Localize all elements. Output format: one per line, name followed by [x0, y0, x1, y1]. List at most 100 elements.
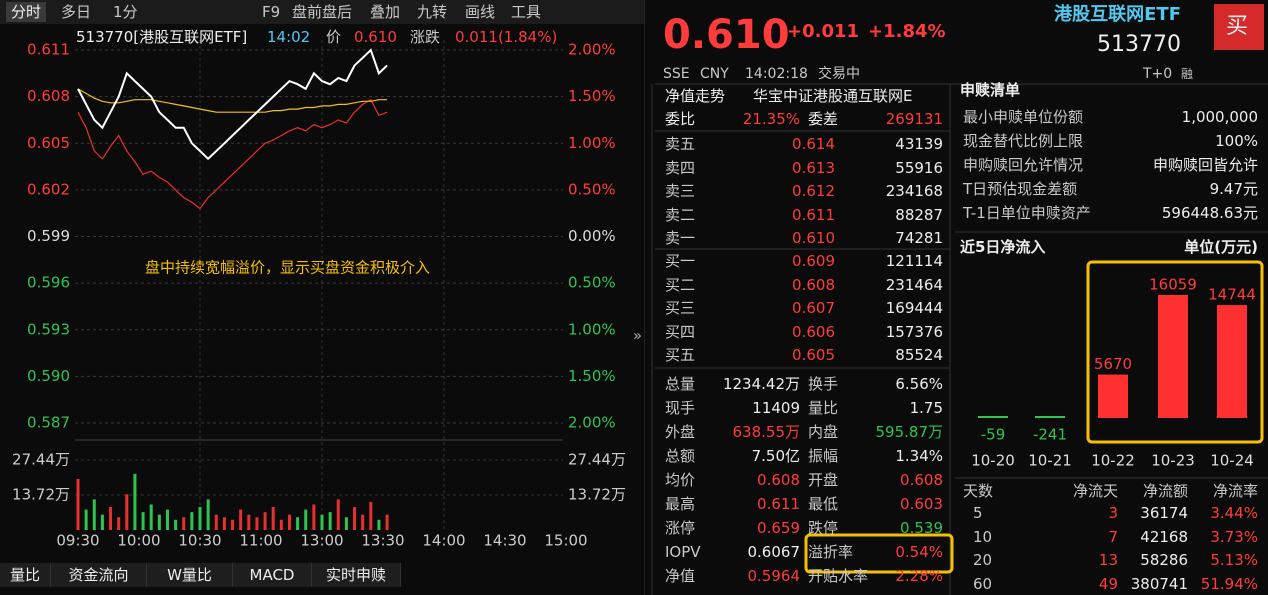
cr-label: 最小申赎单位份额 [963, 108, 1084, 126]
volume-bar [279, 519, 283, 530]
stat-value: 0.5964 [747, 567, 801, 585]
toolbar-button[interactable]: 工具 [511, 3, 542, 21]
level-label: 买五 [665, 346, 696, 365]
x-tick-label: 11:00 [239, 532, 282, 550]
table-cell: 20 [973, 551, 993, 569]
level-label: 卖二 [665, 205, 696, 224]
unit-label: 单位(万元) [1184, 238, 1258, 256]
cr-value: 申购赎回皆允许 [1152, 156, 1258, 174]
volume-bar [214, 514, 218, 530]
level-volume: 55916 [895, 158, 943, 177]
x-tick-label: 10:00 [117, 532, 160, 550]
stat-value: 0.603 [900, 495, 943, 513]
stat-value: 1234.42万 [722, 375, 800, 393]
x-tick-label: 13:30 [361, 532, 404, 550]
toolbar-button[interactable]: 叠加 [370, 3, 401, 21]
stat-value: 0.539 [900, 519, 943, 537]
volume-bar [165, 509, 169, 530]
stat-value: 0.6067 [747, 543, 801, 561]
volume-bar [320, 514, 324, 530]
y2-tick-label: 2.00% [568, 414, 616, 432]
volume-bar [109, 507, 113, 530]
y-tick-label: 0.590 [27, 367, 70, 385]
chart-header-change: 0.011(1.84%) [455, 28, 558, 46]
toolbar-tab[interactable]: 1分 [113, 3, 138, 21]
volume-bar [133, 473, 137, 530]
inflow-bar [1217, 305, 1247, 418]
bottom-tab[interactable]: MACD [233, 563, 312, 587]
volume-bar [328, 512, 332, 530]
table-cell: 380741 [1130, 574, 1188, 593]
toolbar-button[interactable]: F9 [262, 3, 281, 21]
table-cell: 49 [1098, 574, 1118, 593]
status: 14:02:18 [745, 66, 808, 82]
cr-value: 100% [1215, 132, 1258, 150]
y2-tick-label: 1.00% [568, 320, 616, 338]
volume-bar [312, 504, 316, 530]
level-volume: 85524 [895, 346, 943, 365]
section-title: 申赎清单 [960, 81, 1021, 99]
stat-value: 638.55万 [732, 423, 801, 441]
buy-button[interactable]: 买 [1226, 14, 1249, 39]
volume-bar [304, 509, 308, 530]
level-volume: 88287 [895, 205, 943, 224]
toolbar-tab[interactable]: 多日 [61, 3, 92, 21]
inflow-label: -59 [981, 426, 1006, 444]
collapse-arrow[interactable]: » [633, 327, 642, 345]
bottom-tab[interactable]: 资金流向 [51, 563, 147, 587]
volume-bar [84, 509, 88, 530]
cr-label: T日预估现金差额 [963, 180, 1078, 198]
inflow-date: 10-23 [1151, 452, 1195, 470]
toolbar-button[interactable]: 九转 [417, 3, 448, 21]
y2-tick-label: 0.50% [568, 180, 616, 198]
table-header: 净流天 [1072, 482, 1118, 500]
y-tick-label: 0.602 [27, 180, 70, 198]
inflow-label: -241 [1033, 426, 1067, 444]
volume-bar [271, 507, 275, 530]
level-price: 0.609 [792, 252, 835, 270]
y2-tick-label: 1.00% [568, 134, 616, 152]
order-ratio: 269131 [885, 110, 943, 128]
stat-label: 换手 [808, 375, 839, 393]
volume-bar [182, 517, 186, 530]
stat-label: 涨停 [665, 519, 696, 537]
bottom-tab[interactable]: 量比 [0, 563, 51, 587]
chart-header-price: 0.610 [354, 28, 397, 46]
inflow-bar [1158, 295, 1188, 418]
toolbar-button[interactable]: 盘前盘后 [292, 3, 353, 21]
chart-header-time: 14:02 [267, 28, 311, 46]
bottom-tab[interactable]: 实时申赎 [312, 563, 401, 587]
highlight-box [1086, 260, 1264, 444]
level-volume: 74281 [895, 229, 943, 248]
chart-header-price-label: 价 [326, 28, 342, 46]
table-cell: 51.94% [1200, 574, 1258, 593]
x-tick-label: 10:30 [178, 532, 221, 550]
stat-value: 0.659 [757, 519, 800, 537]
cr-label: T-1日单位申赎资产 [963, 204, 1091, 222]
cr-value: 596448.63元 [1161, 204, 1258, 222]
stat-value: 6.56% [895, 375, 943, 393]
stat-label: 均价 [665, 471, 696, 489]
inflow-bar [978, 416, 1008, 418]
section-title: 近5日净流入 [960, 238, 1046, 256]
stat-label: 内盘 [808, 423, 839, 441]
toolbar-tab[interactable]: 分时 [6, 2, 47, 22]
volume-bar [336, 499, 340, 530]
stat-label: 溢折率 [808, 543, 854, 561]
bottom-tab[interactable]: W量比 [147, 563, 233, 587]
fund-code: 513770 [1097, 32, 1181, 57]
level-volume: 234168 [885, 182, 943, 201]
annotation: 盘中持续宽幅溢价，显示买盘资金积极介入 [145, 259, 430, 277]
stat-value: 595.87万 [875, 423, 944, 441]
table-cell: 3.44% [1210, 504, 1258, 522]
status: CNY [700, 66, 729, 82]
level-label: 卖一 [665, 229, 696, 248]
inflow-label: 16059 [1149, 276, 1197, 294]
toolbar-button[interactable]: 画线 [465, 3, 496, 21]
volume-bar [100, 514, 104, 530]
stat-value: 11409 [752, 399, 800, 417]
volume-bar [255, 517, 259, 530]
volume-bar [190, 512, 194, 530]
last-price: 0.610 [663, 12, 790, 58]
